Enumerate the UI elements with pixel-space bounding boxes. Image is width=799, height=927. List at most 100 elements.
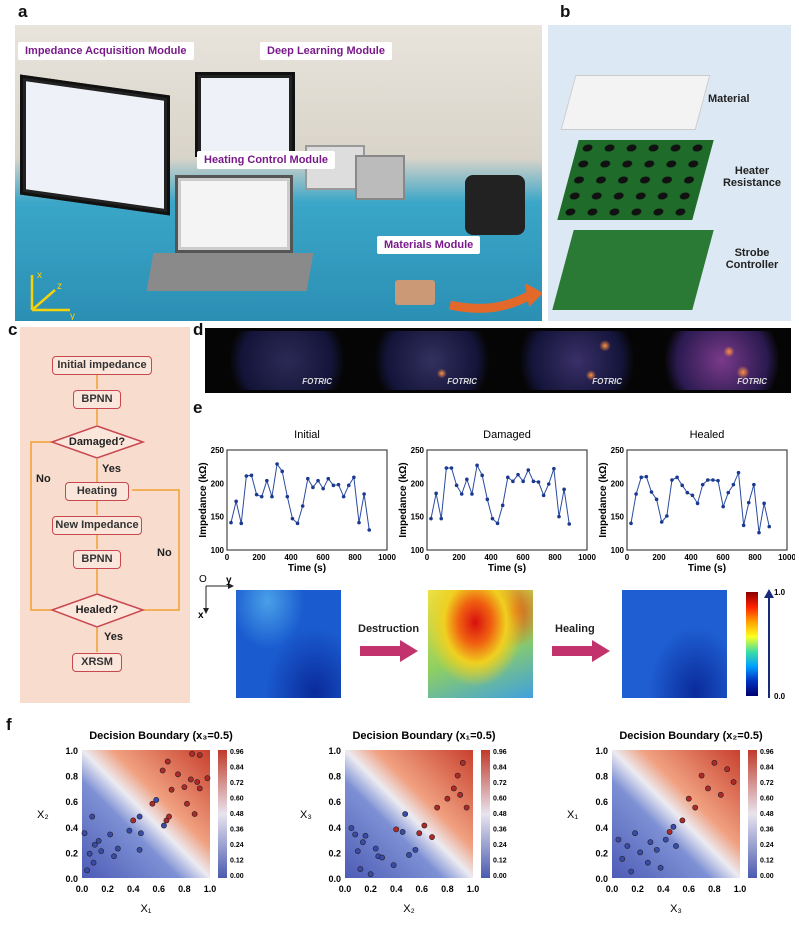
data-point [557, 514, 561, 519]
series-line [630, 472, 770, 533]
scatter-point [705, 785, 711, 792]
brand-label: FOTRIC [447, 377, 477, 386]
x-tick-label: 600 [316, 553, 330, 562]
plot-frame [226, 449, 388, 551]
experimental-setup-photo: Impedance Acquisition Module Deep Learni… [15, 25, 542, 321]
line-chart-healed: Healed 100 150 200 250 0 200 400 600 800 1000 Time … [598, 429, 795, 574]
data-point [634, 492, 638, 496]
power-supply [355, 155, 405, 200]
scatter-point [181, 784, 188, 791]
thermal-image: FOTRIC [355, 331, 495, 390]
x-tick-label: 0.4 [127, 884, 140, 894]
scatter-point [161, 822, 167, 829]
scatter-point [463, 804, 470, 811]
data-point [526, 468, 531, 472]
data-point [352, 475, 356, 480]
scatter-point [166, 813, 172, 820]
scatter-point [393, 826, 400, 833]
x-tick-label: 0 [225, 553, 230, 562]
colorbar-tick: 0.72 [493, 780, 507, 787]
data-point [665, 514, 669, 518]
y-tick-label: 200 [611, 479, 625, 488]
scatter-point [90, 859, 97, 866]
data-point [690, 493, 695, 498]
y-tick-label: 0.2 [65, 848, 78, 858]
y-tick-label: 150 [411, 513, 425, 522]
data-point [541, 493, 546, 498]
y-tick-label: 1.0 [595, 746, 608, 756]
colorbar-tick: 0.72 [760, 780, 774, 787]
colorbar-tick: 0.24 [493, 842, 507, 849]
label-heater: Heater Resistance [722, 165, 782, 189]
data-point [644, 474, 649, 479]
y-axis-label: Impedance (kΩ) [198, 462, 209, 537]
thermal-image: FOTRIC [500, 331, 640, 390]
data-point [680, 483, 684, 488]
scatter-point [434, 804, 441, 811]
exploded-device-view: Material Heater Resistance Strobe Contro… [548, 25, 791, 321]
plot-title: Decision Boundary (x₁=0.5) [352, 730, 495, 742]
scatter-point [679, 817, 686, 824]
data-point [229, 520, 233, 525]
node-heating: Heating [65, 482, 129, 501]
x-tick-label: 600 [516, 553, 530, 562]
scatter-point [457, 791, 464, 798]
x-tick-label: 0 [625, 553, 630, 562]
data-point [746, 500, 751, 505]
material-layer [560, 75, 711, 130]
x-tick-label: 0.6 [416, 884, 429, 894]
scatter-point [136, 846, 143, 853]
brand-label: FOTRIC [592, 377, 622, 386]
x-tick-label: 0.0 [76, 884, 89, 894]
y-tick-label: 100 [211, 546, 225, 555]
plot-frame [626, 449, 788, 551]
panel-label-b: b [560, 2, 571, 21]
scatter-point [444, 795, 451, 802]
data-point [290, 516, 295, 521]
x-axis-label: Time (s) [288, 563, 326, 574]
x-tick-label: 0.0 [606, 884, 619, 894]
scatter-point [402, 811, 409, 817]
flowchart-connectors [30, 374, 180, 652]
y-axis-label: Impedance (kΩ) [398, 462, 409, 537]
data-point [562, 487, 566, 492]
data-point [711, 478, 715, 482]
plot-title: Decision Boundary (x₃=0.5) [89, 730, 233, 742]
scatter-point [149, 800, 156, 807]
colorbar-tick: 0.00 [230, 873, 244, 880]
x-tick-label: 0.2 [631, 884, 644, 894]
decision-boundary-plot: Decision Boundary (x₃=0.5) 0.00.0 0.2 0.2 0.… [37, 730, 244, 915]
x-axis-label: Time (s) [488, 563, 526, 574]
scatter-point [164, 758, 171, 765]
data-point [490, 516, 495, 521]
data-point [511, 479, 515, 484]
y-tick-label: 0.0 [328, 874, 341, 884]
data-point [500, 503, 505, 508]
axis-x-label: x [37, 270, 42, 281]
colorbar-tick: 0.36 [230, 827, 244, 834]
colorbar-tick: 0.24 [230, 842, 244, 849]
x-tick-label: 1000 [778, 553, 795, 562]
scatter-point [367, 871, 374, 878]
data-point [695, 501, 700, 506]
data-point [357, 520, 361, 525]
data-point [321, 486, 325, 491]
decision-boundary-plots: Decision Boundary (x₃=0.5) 0.0 0.0 0.2 0.2 0.… [37, 730, 774, 915]
scatter-point [632, 830, 638, 837]
y-axis-label: X₂ [37, 809, 49, 821]
label-no: No [157, 547, 172, 559]
plot-title: Decision Boundary (x₂=0.5) [619, 730, 763, 742]
x-tick-label: 0.8 [441, 884, 454, 894]
arrow-up-icon [764, 589, 774, 698]
data-point [254, 492, 259, 497]
scatter-point [354, 848, 361, 855]
x-tick-label: 200 [452, 553, 466, 562]
data-point [731, 482, 736, 487]
scatter-point [153, 797, 160, 803]
colorbar-tick: 0.24 [760, 842, 774, 849]
colorbar-tick: 0.00 [493, 873, 507, 880]
decision-boundary-plot: Decision Boundary (x₂=0.5) 0.00.0 0.2 0.2 0.… [567, 730, 774, 915]
laptop [175, 175, 293, 253]
scatter-point [130, 817, 137, 824]
